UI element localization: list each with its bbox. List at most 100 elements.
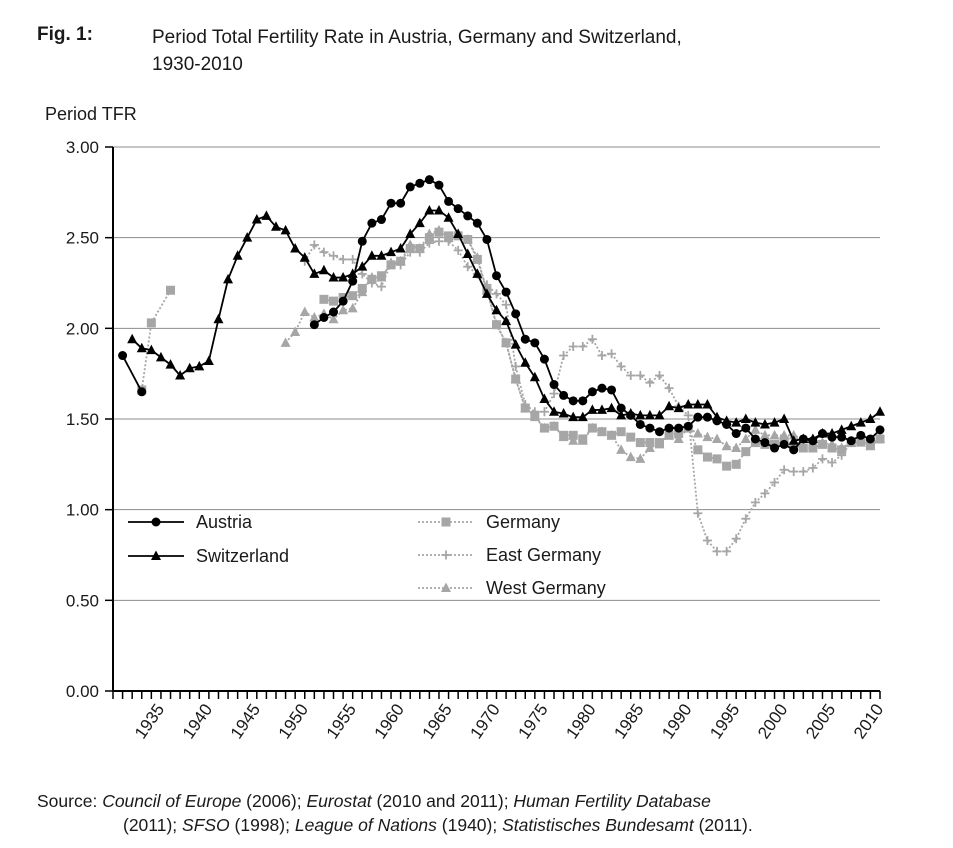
point-austria [693,412,703,422]
point-east-germany [357,269,367,279]
x-tick-label: 2005 [802,700,839,742]
point-austria [549,380,559,390]
point-east-germany [693,508,703,518]
point-germany [626,432,636,442]
point-east-germany [559,351,569,361]
point-switzerland [146,344,157,355]
point-austria [405,182,415,192]
point-austria [779,439,789,449]
point-germany [635,438,645,448]
source-league-of-nations: League of Nations [294,815,437,835]
point-germany [722,461,732,471]
point-switzerland [721,415,732,425]
point-east-germany [587,334,597,344]
point-east-germany [539,407,549,417]
point-switzerland [807,433,818,443]
point-east-germany [683,410,693,420]
point-switzerland [817,428,828,438]
point-austria [760,438,770,448]
point-west-germany [587,422,598,433]
point-switzerland [472,268,483,278]
point-west-germany [414,243,425,253]
point-east-germany [712,546,722,556]
point-east-germany [329,251,339,261]
point-austria [376,215,386,225]
x-tick-label: 1980 [562,700,599,742]
point-west-germany [827,438,838,449]
point-switzerland [318,264,329,275]
point-east-germany [645,378,655,388]
point-switzerland [453,228,464,239]
point-switzerland [779,413,790,423]
point-switzerland [280,224,291,235]
point-switzerland [644,409,655,420]
point-germany [146,318,156,328]
point-switzerland [328,272,339,282]
point-east-germany [779,465,789,475]
point-austria [463,211,473,221]
point-west-germany [299,306,310,317]
point-switzerland [731,417,742,427]
point-west-germany [577,435,588,445]
point-austria [501,287,511,297]
point-austria [357,236,367,246]
point-austria [597,383,607,393]
point-west-germany [501,337,512,347]
point-austria [568,396,578,406]
source-hfd: Human Fertility Database [513,791,711,811]
point-west-germany [347,302,358,313]
point-east-germany [798,467,808,477]
tfr-line-chart: Period TFR 0.000.501.001.502.002.503.00 … [45,104,887,742]
point-germany [616,427,626,437]
series-line-austria [121,355,143,393]
point-switzerland [875,406,885,416]
point-east-germany [463,262,473,272]
figure-title-line2: 1930-2010 [152,54,243,75]
point-east-germany [654,370,664,380]
point-austria [444,196,454,206]
point-austria [434,180,444,190]
point-switzerland [529,371,540,382]
point-switzerland [683,398,694,409]
point-west-germany [568,435,579,445]
source-sfso: SFSO [182,815,230,835]
point-west-germany [443,232,454,242]
point-west-germany [338,304,349,315]
point-east-germany [453,245,463,255]
y-tick-label: 1.50 [66,410,99,429]
point-west-germany [472,252,483,262]
point-switzerland [270,221,281,231]
source-statistisches-bundesamt: Statistisches Bundesamt [502,815,694,835]
x-tick-label: 1995 [706,700,743,742]
point-east-germany [607,349,617,359]
point-austria [118,351,128,361]
legend-marker-west-germany [441,582,451,592]
point-west-germany [606,429,617,440]
point-switzerland [846,420,857,431]
legend-label-switzerland: Switzerland [196,546,289,566]
point-austria [635,419,645,429]
point-austria [664,423,674,433]
point-east-germany [549,389,559,399]
point-switzerland [606,402,617,413]
x-tick-label: 1970 [467,700,504,742]
point-west-germany [702,431,713,442]
point-west-germany [520,402,531,413]
point-west-germany [673,433,684,443]
x-tick-label: 1960 [371,700,408,742]
gridlines [113,146,880,601]
point-switzerland [520,357,531,367]
point-switzerland [405,228,416,239]
point-east-germany [597,351,607,361]
legend-item-west-germany: West Germany [418,578,606,598]
x-tick-label: 1975 [514,700,551,742]
point-switzerland [596,404,607,414]
point-germany [693,445,703,455]
point-west-germany [510,373,521,384]
point-germany [319,294,329,304]
point-east-germany [492,289,501,299]
point-east-germany [405,247,415,257]
legend-label-germany: Germany [486,512,560,532]
point-switzerland [827,428,838,438]
point-austria [587,387,597,397]
